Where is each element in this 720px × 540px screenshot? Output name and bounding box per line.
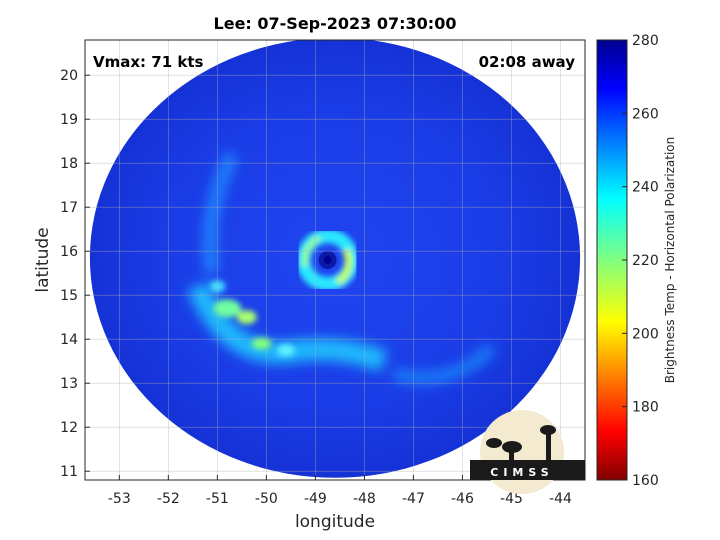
- southeast-rainband: [392, 343, 497, 384]
- eyewall: [296, 229, 359, 291]
- convective-cell: [213, 299, 242, 318]
- y-tick-label: 14: [60, 332, 78, 348]
- grid-lines: [85, 40, 585, 480]
- x-tick-label: -53: [108, 491, 131, 507]
- microwave-swath: [89, 40, 581, 478]
- logo-text: CIMSS: [490, 466, 553, 479]
- y-tick-label: 17: [60, 200, 78, 216]
- time-away-label: 02:08 away: [478, 53, 575, 71]
- x-tick-label: -45: [500, 491, 523, 507]
- x-tick-label: -50: [255, 491, 278, 507]
- y-ticks: 11 12 13 14 15 16 17 18 19 20: [60, 68, 90, 480]
- axes-frame: [84, 39, 586, 481]
- colorbar-tick-label: 180: [632, 400, 659, 416]
- x-ticks: -53 -52 -51 -50 -49 -48 -47 -46 -45 -44: [108, 475, 572, 507]
- y-tick-label: 12: [60, 420, 78, 436]
- y-tick-label: 13: [60, 376, 78, 392]
- x-tick-label: -46: [451, 491, 474, 507]
- y-tick-label: 18: [60, 156, 78, 172]
- vmax-label: Vmax: 71 kts: [93, 53, 204, 71]
- y-tick-label: 16: [60, 244, 78, 260]
- west-rainband: [203, 151, 239, 275]
- convective-cell: [276, 344, 295, 357]
- x-axis-label: longitude: [295, 512, 375, 532]
- x-tick-label: -51: [206, 491, 229, 507]
- cimss-logo: CIMSS: [470, 410, 585, 494]
- colorbar-tick-label: 220: [632, 253, 659, 269]
- colorbar-tick-label: 260: [632, 106, 659, 122]
- x-tick-label: -47: [402, 491, 425, 507]
- x-tick-label: -49: [304, 491, 327, 507]
- colorbar-tick-label: 280: [632, 33, 659, 49]
- eyewall-warm-arc: [335, 248, 353, 285]
- y-tick-label: 11: [60, 464, 78, 480]
- storm-eye-core: [323, 256, 332, 264]
- y-axis-label: latitude: [33, 227, 53, 292]
- colorbar-label: Brightness Temp - Horizontal Polarizatio…: [663, 137, 677, 384]
- colorbar-ticks: 160 180 200 220 240 260 280: [622, 33, 659, 489]
- convective-cell: [236, 310, 257, 325]
- eyewall-west-arc: [302, 235, 321, 267]
- colorbar-tick-label: 240: [632, 180, 659, 196]
- y-tick-label: 20: [60, 68, 78, 84]
- y-tick-label: 15: [60, 288, 78, 304]
- x-tick-label: -48: [353, 491, 376, 507]
- x-tick-label: -52: [157, 491, 180, 507]
- colorbar-tick-label: 160: [632, 473, 659, 489]
- x-tick-label: -44: [549, 491, 572, 507]
- colorbar-tick-label: 200: [632, 326, 659, 342]
- figure-title: Lee: 07-Sep-2023 07:30:00: [213, 14, 457, 33]
- y-tick-label: 19: [60, 112, 78, 128]
